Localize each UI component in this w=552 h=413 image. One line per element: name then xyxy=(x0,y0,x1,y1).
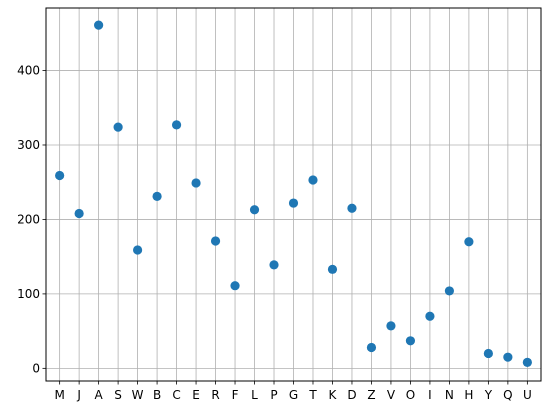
x-tick-label: A xyxy=(95,388,104,402)
x-tick-label: T xyxy=(308,388,317,402)
y-tick-label: 0 xyxy=(32,361,40,375)
data-point-G xyxy=(288,198,299,208)
y-tick-label: 200 xyxy=(17,212,40,226)
x-tick-label: U xyxy=(523,388,532,402)
x-tick-label: S xyxy=(114,388,122,402)
x-tick-label: B xyxy=(153,388,161,402)
data-point-O xyxy=(405,336,416,346)
plot-area-frame xyxy=(45,7,542,382)
x-tick-label: R xyxy=(211,388,219,402)
data-point-P xyxy=(269,260,279,270)
y-tick-label: 300 xyxy=(17,138,40,152)
data-point-E xyxy=(191,178,201,188)
x-tick-label: H xyxy=(464,388,473,402)
y-tick-label: 100 xyxy=(17,287,40,301)
x-tick-label: P xyxy=(270,388,277,402)
x-tick-label: J xyxy=(76,388,81,402)
data-point-V xyxy=(386,321,396,331)
data-point-R xyxy=(210,236,221,246)
y-tick-label: 400 xyxy=(17,64,40,78)
data-point-Q xyxy=(503,352,513,362)
x-tick-label: Q xyxy=(503,388,512,402)
x-tick-label: E xyxy=(192,388,200,402)
data-point-K xyxy=(327,264,338,274)
x-tick-label: V xyxy=(387,388,396,402)
axis-ticks: M J A S W B C E R F L P G T K D Z V O I N H Y Q U 0 100 200 300 400 xyxy=(17,64,532,402)
data-point-U xyxy=(522,357,532,367)
data-point-W xyxy=(132,245,143,255)
data-point-B xyxy=(152,191,162,201)
x-tick-label: O xyxy=(406,388,415,402)
x-tick-label: Y xyxy=(484,388,493,402)
x-tick-label: M xyxy=(54,388,64,402)
x-tick-label: G xyxy=(289,388,298,402)
data-point-M xyxy=(55,170,65,181)
data-point-J xyxy=(74,208,84,219)
data-point-N xyxy=(444,286,455,296)
data-point-I xyxy=(425,311,435,321)
data-points xyxy=(55,20,532,367)
data-point-S xyxy=(113,122,123,132)
data-point-D xyxy=(347,203,357,213)
x-tick-label: F xyxy=(232,388,239,402)
x-tick-label: W xyxy=(132,388,144,402)
x-tick-label: D xyxy=(347,388,356,402)
data-point-T xyxy=(308,175,318,185)
x-tick-label: L xyxy=(251,388,258,402)
data-point-Y xyxy=(483,348,493,359)
data-point-F xyxy=(230,281,240,291)
data-point-A xyxy=(94,20,104,30)
data-point-Z xyxy=(366,342,377,353)
x-tick-label: N xyxy=(445,388,454,402)
data-point-H xyxy=(464,237,474,247)
x-tick-label: I xyxy=(428,388,432,402)
x-tick-label: K xyxy=(329,388,338,402)
x-tick-label: C xyxy=(172,388,180,402)
data-point-C xyxy=(171,120,182,130)
x-tick-label: Z xyxy=(367,388,375,402)
data-point-L xyxy=(249,205,260,215)
